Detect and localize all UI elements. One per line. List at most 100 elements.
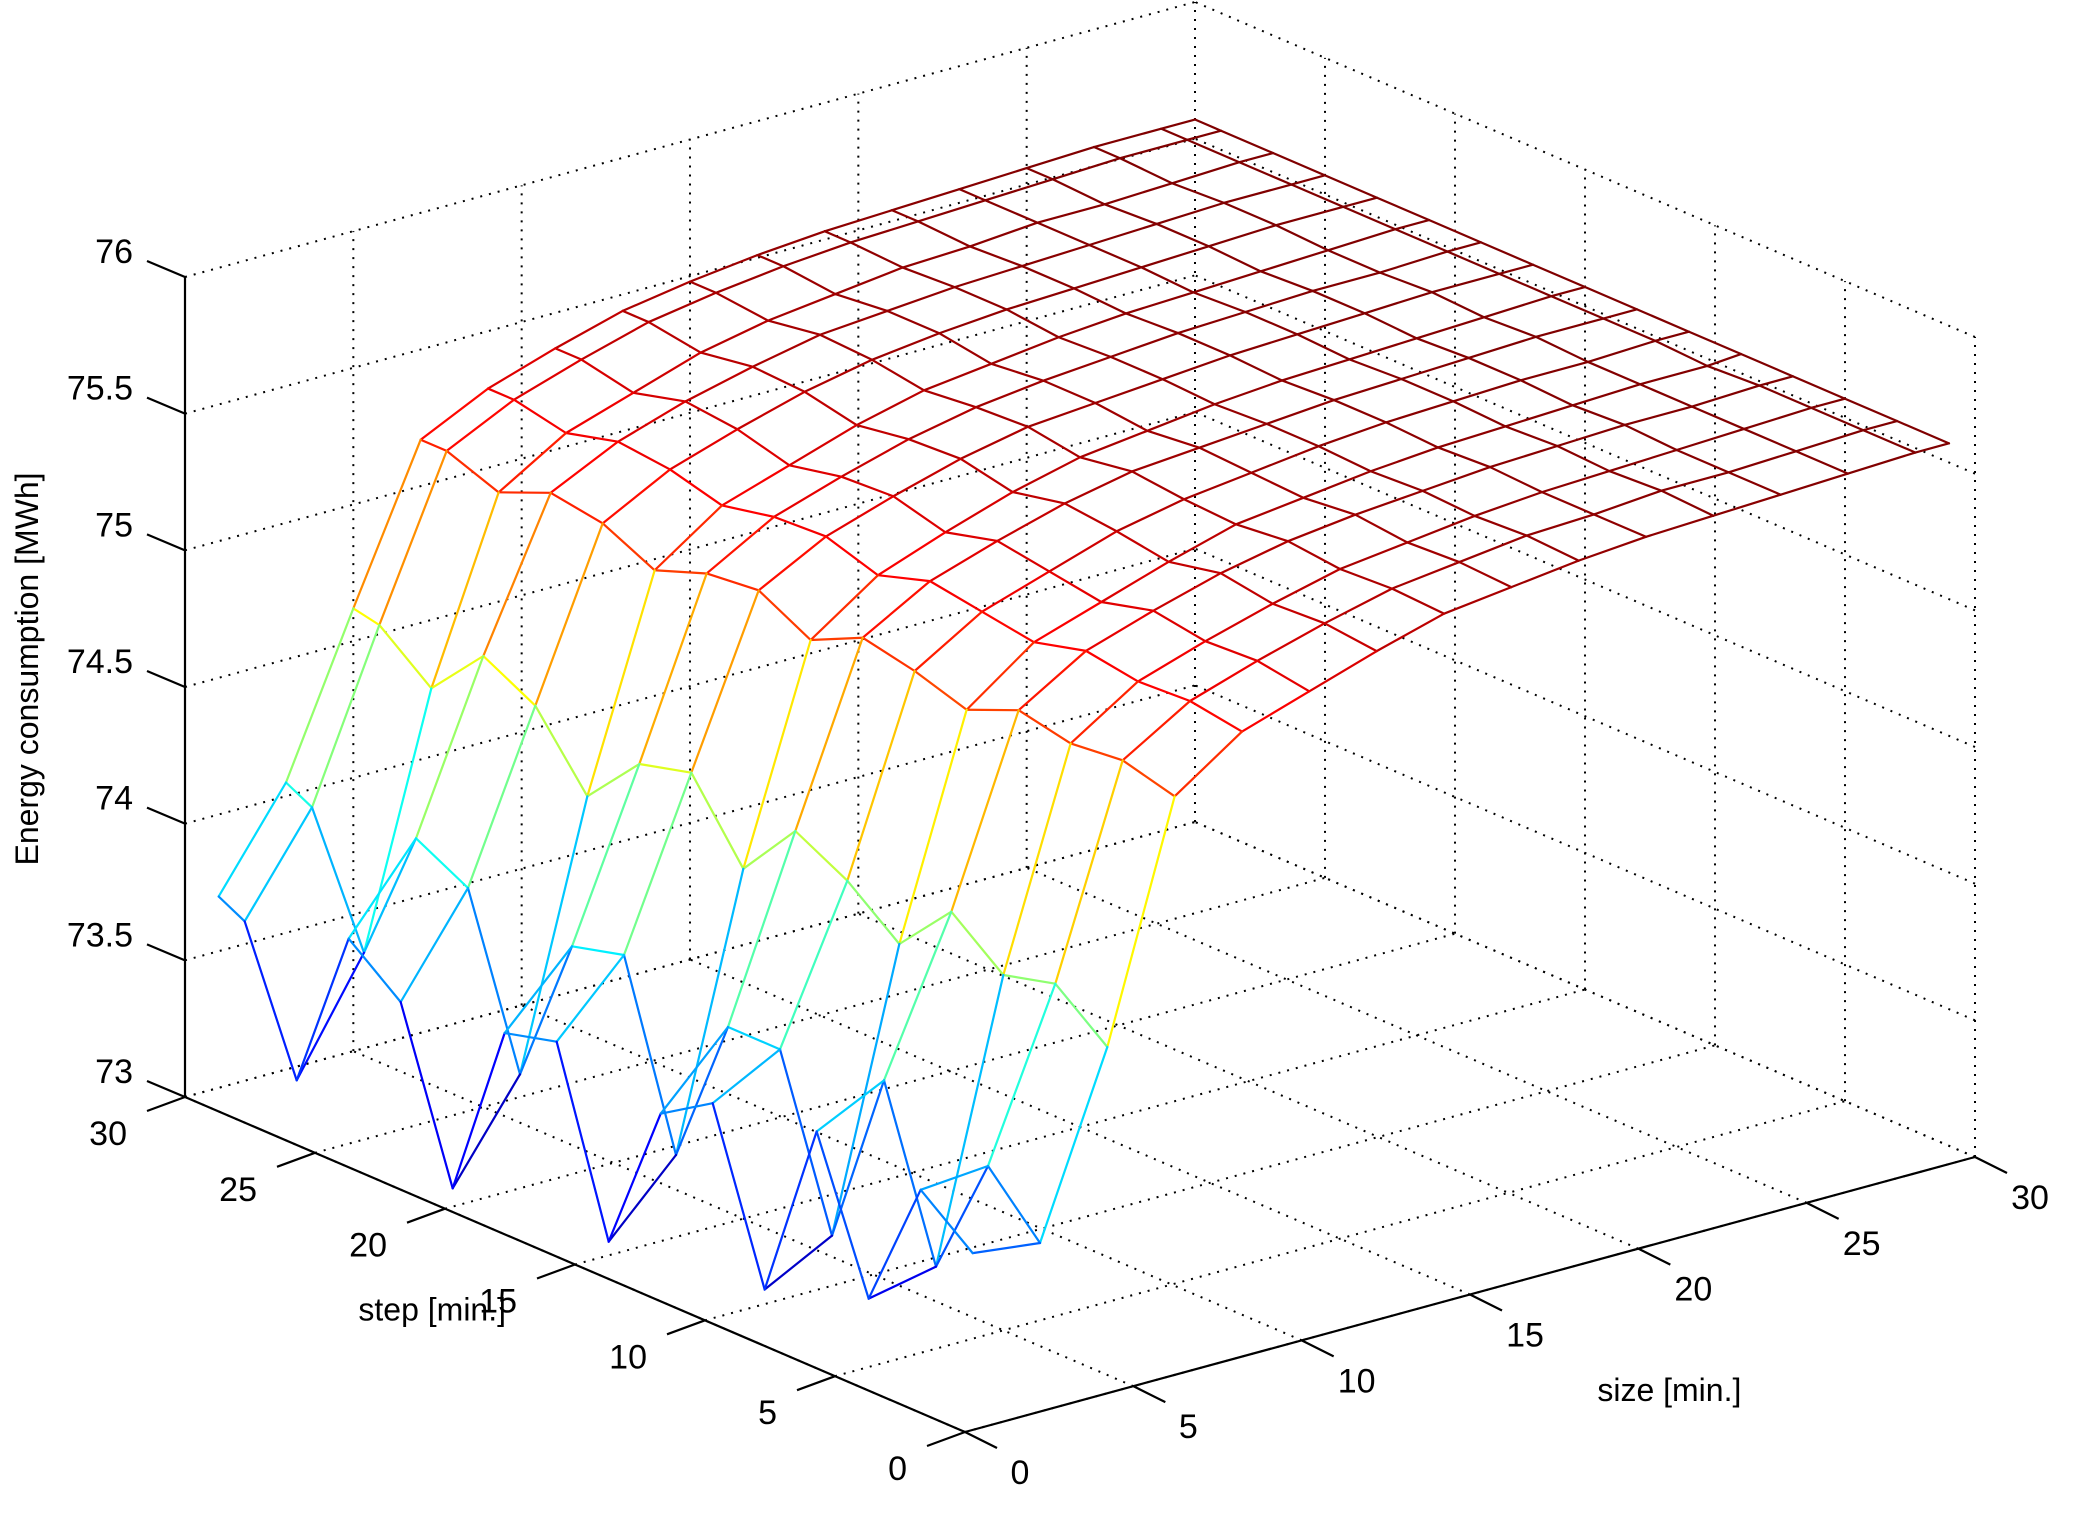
z-tick-label: 73 [95, 1053, 133, 1091]
surface-edge [1256, 659, 1311, 693]
surface-edge [1017, 709, 1072, 745]
surface-edge [1550, 285, 1587, 298]
surface-edge [996, 539, 1051, 573]
y-tick [406, 1207, 446, 1224]
surface-edge [1244, 310, 1299, 336]
surface-edge [974, 406, 1030, 428]
surface-edge [1384, 400, 1455, 424]
surface-edge [1473, 514, 1528, 537]
surface-edge [1002, 742, 1072, 977]
surface-edge [834, 266, 904, 296]
surface-edge [1286, 513, 1357, 543]
surface-edge [1675, 427, 1746, 452]
surface-edge [1706, 352, 1743, 368]
surface-edge [1421, 489, 1476, 518]
z-tick-label: 76 [95, 233, 133, 271]
surface-edge [1571, 404, 1626, 427]
surface-edge [1436, 425, 1507, 449]
surface-edge [763, 1130, 818, 1291]
surface-edge [1057, 312, 1128, 339]
surface-edge [1192, 270, 1262, 294]
surface-edge [916, 220, 972, 248]
surface-edge [1311, 289, 1366, 315]
surface-edge [876, 531, 947, 577]
surface-edge [980, 610, 1036, 644]
surface-edge [1219, 540, 1290, 575]
surface-edge [1323, 587, 1394, 625]
surface-edge [430, 491, 500, 690]
surface-edge [1121, 699, 1192, 762]
surface-edge [674, 1025, 730, 1157]
surface-edge [849, 241, 904, 269]
surface-edge [534, 704, 589, 798]
surface-edge [699, 319, 770, 354]
surface-edge [243, 806, 314, 923]
surface-edge [549, 440, 620, 494]
surface-edge [1259, 249, 1330, 273]
surface-edge [1592, 513, 1648, 538]
surface-edge [1057, 336, 1112, 358]
surface-edge [586, 569, 656, 798]
surface-edge [482, 491, 552, 658]
surface-edge [1482, 316, 1538, 338]
surface-edge [1504, 404, 1574, 428]
surface-edge [555, 953, 626, 1043]
y-tick-label: 20 [349, 1227, 387, 1265]
surface-edge [1690, 405, 1746, 431]
surface-edge [1032, 600, 1103, 644]
surface-edge [659, 1102, 714, 1115]
surface-edge [757, 535, 828, 592]
surface-edge [1025, 167, 1054, 181]
surface-edge [616, 440, 672, 471]
surface-edge [830, 1079, 886, 1237]
surface-edge [1519, 379, 1574, 407]
surface-edge [1084, 609, 1155, 652]
surface-edge [430, 654, 485, 690]
surface-edge [720, 504, 776, 518]
surface-edge [690, 771, 745, 870]
surface-edge [688, 280, 718, 294]
surface-edge [601, 522, 656, 572]
surface-edge [1586, 339, 1657, 364]
surface-edge [980, 570, 1051, 613]
surface-edge [1794, 450, 1850, 475]
surface-edge [968, 221, 1039, 248]
surface-edge [876, 574, 932, 583]
surface-edge [554, 309, 624, 350]
surface-edge [938, 308, 1008, 335]
surface-edge [1421, 465, 1492, 492]
surface-edge [996, 502, 1066, 543]
surface-edge [1690, 384, 1761, 408]
surface-edge [1675, 448, 1730, 474]
surface-edge [890, 188, 961, 212]
surface-edge [607, 1112, 662, 1243]
surface-edge [772, 515, 828, 538]
surface-edge [907, 406, 978, 441]
surface-edge [1259, 270, 1314, 293]
surface-edge [1446, 250, 1501, 275]
surface-edge [1118, 138, 1189, 160]
surface-edge [1228, 354, 1284, 382]
surface-edge [778, 879, 849, 1051]
surface-edge [1436, 446, 1492, 469]
surface-edge [1069, 742, 1124, 762]
surface-edge [1106, 795, 1176, 1049]
surface-edge [965, 641, 1036, 711]
surface-edge [1020, 264, 1076, 290]
surface-edge [1390, 560, 1461, 590]
surface-edge [788, 423, 858, 467]
surface-edge [352, 607, 381, 627]
surface-edge [834, 292, 889, 313]
surface-edge [414, 654, 485, 840]
surface-edge [1017, 649, 1088, 712]
surface-edge [751, 365, 806, 393]
surface-edge [1510, 559, 1580, 589]
surface-edge [1186, 138, 1241, 164]
grid-line [704, 1044, 1716, 1322]
surface-edge [720, 464, 791, 507]
surface-edge [1092, 145, 1122, 160]
surface-edge [1758, 384, 1813, 409]
surface-edge [1042, 379, 1097, 405]
surface-edge [1036, 203, 1106, 224]
surface-edge [1644, 514, 1715, 538]
